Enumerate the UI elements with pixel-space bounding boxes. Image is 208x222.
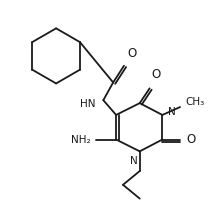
Text: O: O — [127, 47, 136, 60]
Text: N: N — [168, 107, 176, 117]
Text: O: O — [152, 68, 161, 81]
Text: N: N — [130, 156, 138, 166]
Text: O: O — [186, 133, 195, 146]
Text: NH₂: NH₂ — [71, 135, 90, 145]
Text: HN: HN — [80, 99, 95, 109]
Text: CH₃: CH₃ — [185, 97, 204, 107]
